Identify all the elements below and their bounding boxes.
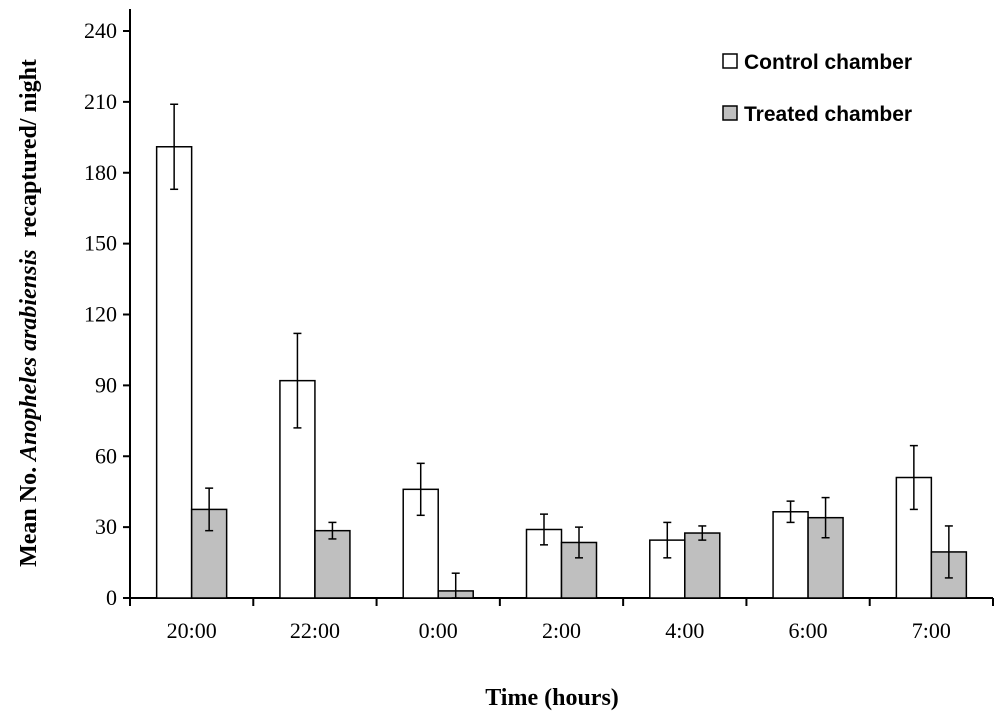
y-axis-title-suffix: recaptured/ night	[16, 59, 42, 249]
axes	[129, 9, 993, 599]
legend-swatch-control	[722, 53, 738, 69]
legend: Control chamber Treated chamber	[722, 51, 912, 126]
x-axis-title: Time (hours)	[485, 685, 619, 711]
legend-label-treated: Treated chamber	[744, 103, 912, 126]
control-bar	[772, 511, 809, 599]
legend-label-control: Control chamber	[744, 51, 912, 74]
x-tick-label: 2:00	[542, 618, 581, 643]
x-tick-label: 20:00	[167, 618, 217, 643]
y-tick-label: 120	[84, 302, 117, 327]
y-axis-title-prefix: Mean No.	[16, 461, 42, 567]
y-tick-label: 180	[84, 160, 117, 185]
y-axis-title-species: Anopheles arabiensis	[16, 250, 42, 463]
y-tick-label: 90	[95, 372, 117, 397]
y-tick-label: 0	[106, 585, 117, 610]
legend-swatch-treated	[722, 105, 738, 121]
x-tick-label: 0:00	[419, 618, 458, 643]
control-bar	[895, 476, 933, 599]
y-tick-label: 210	[84, 89, 117, 114]
treated-bar	[684, 532, 721, 599]
x-tick-label: 6:00	[789, 618, 828, 643]
y-tick-label: 30	[95, 514, 117, 539]
x-tick-label: 7:00	[912, 618, 951, 643]
y-tick-label: 150	[84, 231, 117, 256]
ticks: 0 30 60 90 120 150 180 210 240 20:00 22:00 0:00 2:00…	[84, 18, 994, 643]
x-tick-label: 22:00	[290, 618, 340, 643]
y-axis-title: Mean No. Anopheles arabiensis recaptured…	[16, 59, 42, 567]
y-tick-label: 240	[84, 18, 117, 43]
y-tick-label: 60	[95, 443, 117, 468]
x-tick-label: 4:00	[665, 618, 704, 643]
bars	[155, 103, 968, 599]
treated-bar	[314, 529, 351, 599]
control-bar	[155, 146, 193, 599]
